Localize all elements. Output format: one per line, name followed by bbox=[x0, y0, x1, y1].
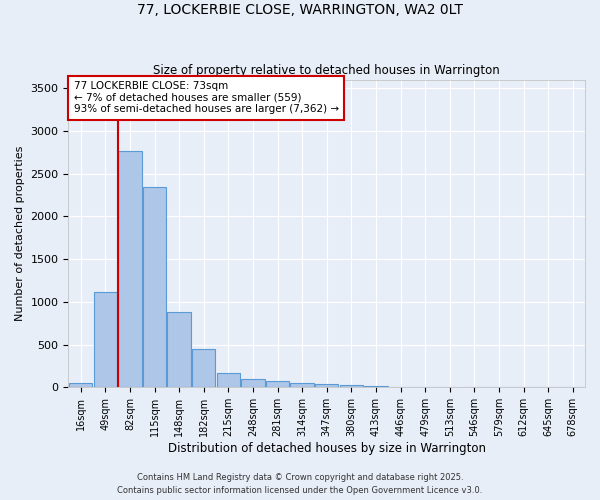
Bar bbox=[118, 152, 142, 388]
Title: Size of property relative to detached houses in Warrington: Size of property relative to detached ho… bbox=[154, 64, 500, 77]
Bar bbox=[69, 383, 92, 388]
Bar bbox=[143, 188, 166, 388]
Text: 77, LOCKERBIE CLOSE, WARRINGTON, WA2 0LT: 77, LOCKERBIE CLOSE, WARRINGTON, WA2 0LT bbox=[137, 2, 463, 16]
Bar bbox=[340, 385, 363, 388]
Bar bbox=[266, 382, 289, 388]
Bar bbox=[217, 373, 240, 388]
Bar bbox=[315, 384, 338, 388]
Bar bbox=[167, 312, 191, 388]
Text: Contains HM Land Registry data © Crown copyright and database right 2025.
Contai: Contains HM Land Registry data © Crown c… bbox=[118, 474, 482, 495]
Y-axis label: Number of detached properties: Number of detached properties bbox=[15, 146, 25, 321]
Bar bbox=[290, 382, 314, 388]
Bar bbox=[364, 386, 388, 388]
Bar bbox=[192, 349, 215, 388]
Bar bbox=[94, 292, 117, 388]
Text: 77 LOCKERBIE CLOSE: 73sqm
← 7% of detached houses are smaller (559)
93% of semi-: 77 LOCKERBIE CLOSE: 73sqm ← 7% of detach… bbox=[74, 81, 338, 114]
X-axis label: Distribution of detached houses by size in Warrington: Distribution of detached houses by size … bbox=[168, 442, 486, 455]
Bar bbox=[241, 379, 265, 388]
